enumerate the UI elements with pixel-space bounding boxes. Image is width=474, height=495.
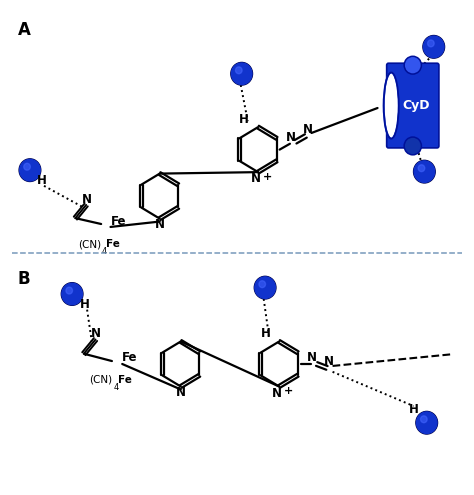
Text: N: N	[307, 351, 317, 364]
Circle shape	[231, 63, 252, 85]
Text: H: H	[239, 113, 249, 126]
Text: Fe: Fe	[118, 375, 131, 385]
Text: +: +	[284, 387, 293, 396]
Text: +: +	[263, 172, 272, 182]
Text: H: H	[409, 402, 419, 415]
Ellipse shape	[404, 137, 421, 155]
Text: CyD: CyD	[403, 99, 430, 112]
Text: H: H	[80, 298, 90, 311]
Text: N: N	[155, 218, 164, 232]
Text: A: A	[18, 21, 31, 40]
Text: N: N	[91, 327, 100, 340]
Text: N: N	[286, 131, 296, 145]
Text: Fe: Fe	[110, 214, 126, 228]
Text: 4: 4	[114, 383, 119, 392]
Circle shape	[254, 276, 276, 299]
Circle shape	[259, 281, 265, 288]
Circle shape	[62, 283, 82, 305]
Circle shape	[66, 287, 73, 294]
Circle shape	[418, 165, 425, 172]
Circle shape	[423, 36, 445, 58]
Text: Fe: Fe	[122, 351, 138, 364]
Text: Fe: Fe	[106, 239, 120, 249]
Text: H: H	[37, 174, 47, 188]
Circle shape	[423, 36, 444, 57]
Text: N: N	[251, 172, 261, 186]
Circle shape	[416, 411, 438, 434]
Text: (CN): (CN)	[78, 239, 101, 249]
Text: B: B	[18, 269, 30, 288]
Text: N: N	[82, 193, 91, 205]
Text: N: N	[324, 355, 334, 368]
Circle shape	[413, 160, 435, 183]
Ellipse shape	[383, 72, 399, 139]
FancyBboxPatch shape	[387, 63, 439, 148]
Circle shape	[255, 277, 275, 298]
Text: N: N	[176, 387, 186, 399]
Circle shape	[420, 416, 427, 423]
Text: 4: 4	[102, 247, 107, 255]
Text: (CN): (CN)	[90, 375, 112, 385]
Circle shape	[61, 283, 83, 305]
Text: H: H	[261, 327, 271, 340]
Circle shape	[414, 161, 435, 182]
Circle shape	[24, 163, 30, 170]
Circle shape	[231, 62, 253, 85]
Circle shape	[428, 40, 434, 47]
Ellipse shape	[404, 56, 421, 74]
Text: N: N	[272, 387, 283, 400]
Circle shape	[236, 67, 242, 74]
Text: N: N	[303, 123, 313, 136]
Circle shape	[19, 159, 41, 182]
Circle shape	[19, 159, 40, 181]
Circle shape	[417, 412, 437, 434]
